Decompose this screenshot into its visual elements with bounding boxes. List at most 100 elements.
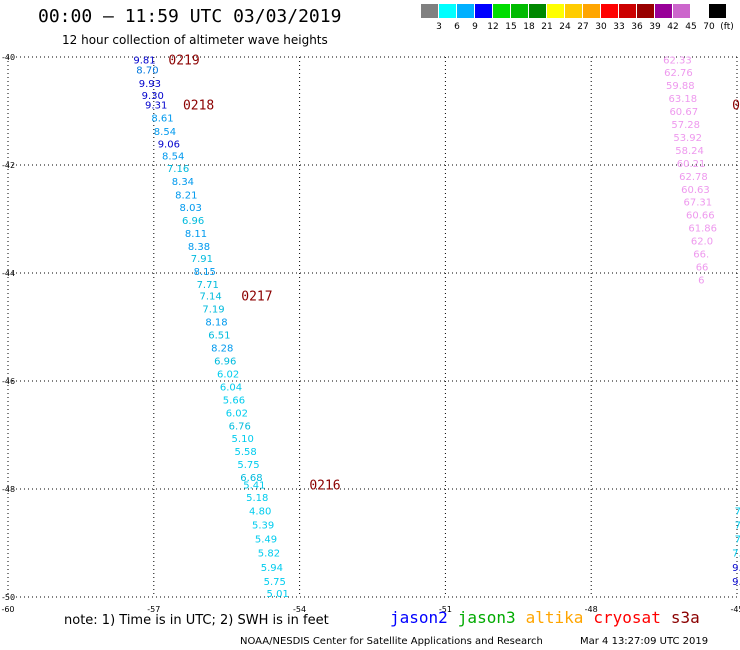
y-tick-label: -46	[2, 377, 15, 386]
legend-label: 18	[523, 22, 535, 32]
swh-value: 7.16	[167, 164, 189, 175]
swh-value: 63.18	[668, 94, 697, 105]
legend-swatch	[691, 4, 708, 18]
swh-value: 9.	[732, 563, 740, 574]
swh-value: 8.18	[205, 318, 227, 329]
swh-value: 6.02	[217, 369, 239, 380]
swh-value: 9.81	[133, 56, 155, 67]
legend-swatch	[529, 4, 546, 18]
swh-value: 8.54	[154, 127, 176, 138]
swh-value: 5.10	[232, 434, 254, 445]
legend-label: 3	[436, 22, 442, 32]
swh-value: 5.58	[234, 447, 256, 458]
x-tick-label: -48	[585, 605, 598, 614]
swh-value: 6.68	[240, 473, 262, 484]
swh-value: 5.66	[223, 395, 245, 406]
legend-swatch	[457, 4, 474, 18]
legend-label: 30	[595, 22, 607, 32]
swh-value: 7	[735, 535, 740, 546]
satellite-name: jason3	[457, 608, 516, 627]
y-tick-label: -42	[2, 161, 15, 170]
swh-value: 60.63	[681, 185, 710, 196]
legend-label: 9	[472, 22, 478, 32]
swh-value: 8.28	[211, 344, 233, 355]
swh-value: 7.71	[197, 280, 219, 291]
legend-swatch	[655, 4, 672, 18]
swh-value: 67.31	[684, 198, 713, 209]
satellite-name: cryosat	[593, 608, 661, 627]
swh-value: 8.38	[188, 242, 210, 253]
generated-timestamp: Mar 4 13:27:09 UTC 2019	[580, 636, 709, 647]
swh-value: 5.94	[261, 563, 283, 574]
credit-text: NOAA/NESDIS Center for Satellite Applica…	[240, 636, 543, 647]
legend-swatch	[619, 4, 636, 18]
swh-value: 8.54	[162, 151, 184, 162]
swh-value: 60.66	[686, 211, 715, 222]
y-tick-label: -48	[2, 485, 15, 494]
legend-label: 39	[649, 22, 661, 32]
legend-label: 12	[487, 22, 499, 32]
swh-value: 66	[696, 263, 709, 274]
x-tick-label: -60	[1, 605, 14, 614]
legend-label: (ft)	[720, 22, 734, 32]
legend-swatch	[439, 4, 456, 18]
swh-value: 5.82	[258, 549, 280, 560]
swh-value: 6.76	[229, 421, 251, 432]
legend-swatch	[673, 4, 690, 18]
y-tick-label: -50	[2, 593, 15, 602]
swh-value: 7.19	[202, 305, 224, 316]
legend-label: 33	[613, 22, 625, 32]
swh-value: 6.96	[214, 356, 236, 367]
swh-value: 9.06	[158, 139, 180, 150]
swh-value: 6.51	[208, 331, 230, 342]
swh-value: 8.70	[136, 65, 158, 76]
satellite-name: jason2	[390, 608, 448, 627]
swh-value: 60.21	[677, 159, 706, 170]
swh-value: 5.01	[267, 589, 289, 600]
legend-swatch	[601, 4, 618, 18]
legend-label: 15	[505, 22, 517, 32]
swh-value: 66.	[693, 250, 709, 261]
legend-swatch	[493, 4, 510, 18]
swh-value: 9.30	[142, 91, 164, 102]
swh-value: 7	[735, 521, 740, 532]
swh-value: 59.88	[666, 81, 695, 92]
swh-value: 5.75	[264, 577, 286, 588]
chart-title: 00:00 – 11:59 UTC 03/03/2019	[38, 6, 342, 27]
legend-label: 45	[685, 22, 697, 32]
legend-label: 42	[667, 22, 679, 32]
swh-value: 62.0	[691, 237, 713, 248]
legend-swatch	[709, 4, 726, 18]
swh-value: 5.39	[252, 521, 274, 532]
legend-label: 36	[631, 22, 643, 32]
swh-value: 57.28	[671, 120, 700, 131]
satellite-legend: jason2 jason3 altika cryosat s3a	[390, 608, 710, 627]
swh-value: 5.41	[243, 481, 265, 492]
swh-value: 62.33	[663, 56, 692, 67]
swh-value: 61.86	[688, 224, 717, 235]
swh-value: 6.02	[226, 408, 248, 419]
x-tick-label: -45	[730, 605, 740, 614]
pass-time-label: 0218	[183, 99, 214, 114]
legend-label: 70	[703, 22, 715, 32]
swh-value: 8.11	[185, 229, 207, 240]
pass-time-label: 093	[732, 99, 740, 114]
legend-label: 21	[541, 22, 553, 32]
swh-value: 8.21	[175, 191, 197, 202]
chart-subtitle: 12 hour collection of altimeter wave hei…	[62, 33, 328, 47]
x-tick-label: -51	[439, 605, 452, 614]
swh-value: 8.34	[172, 177, 194, 188]
legend-swatch	[475, 4, 492, 18]
legend-label: 27	[577, 22, 589, 32]
satellite-name: s3a	[670, 608, 700, 627]
swh-value: 53.92	[673, 133, 702, 144]
swh-value: 8.15	[194, 267, 216, 278]
swh-value: 62.76	[664, 68, 693, 79]
swh-value: 9.2	[732, 577, 740, 588]
swh-value: 8.03	[180, 203, 202, 214]
pass-time-label: 0219	[168, 54, 199, 69]
swh-value: 58.24	[675, 146, 704, 157]
legend-swatch	[547, 4, 564, 18]
legend-swatch	[421, 4, 438, 18]
